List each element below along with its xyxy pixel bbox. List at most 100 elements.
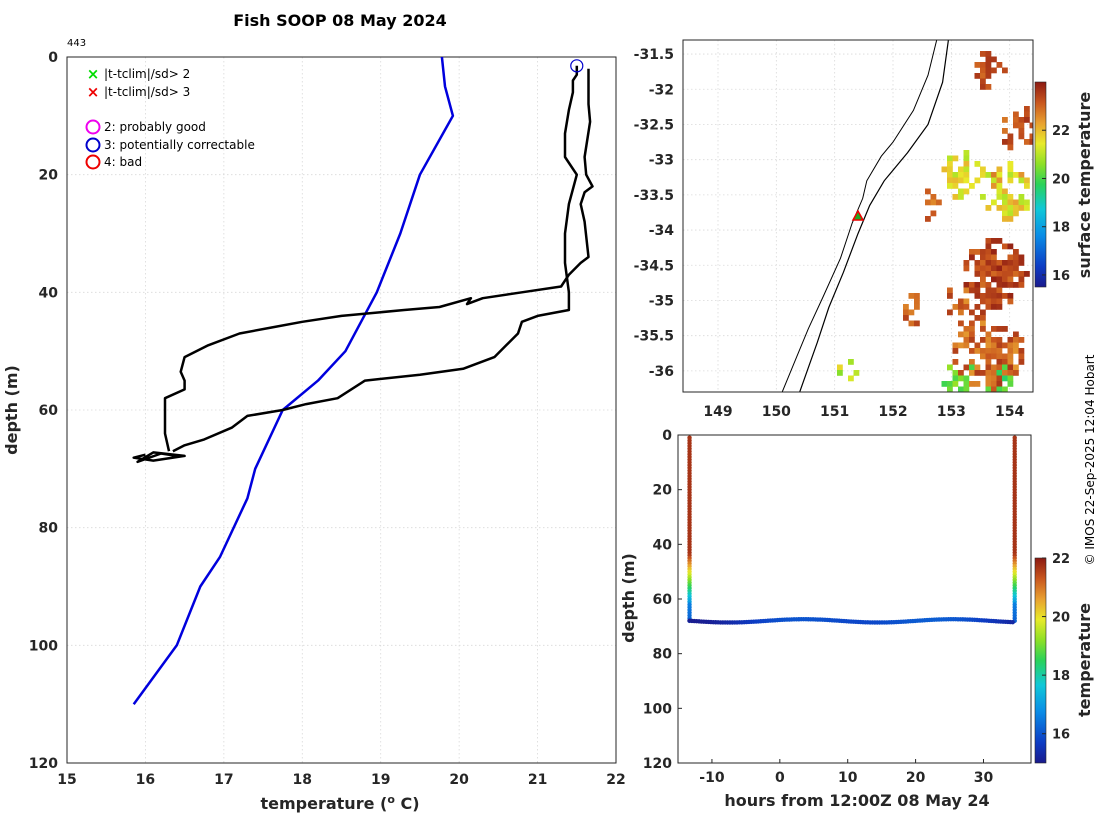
sst-cell	[991, 271, 997, 277]
sst-cell	[1024, 111, 1030, 118]
sst-cell	[1024, 199, 1030, 206]
circle-icon	[85, 137, 101, 153]
sst-cell	[963, 177, 970, 184]
sst-cell	[985, 337, 992, 343]
profile-ylabel: depth (m)	[2, 365, 21, 455]
sst-cell	[952, 172, 959, 178]
sst-cell	[974, 293, 981, 299]
sst-cell	[947, 166, 953, 173]
map-chart: 149 150 151 152 153 154 -31.5 -32 -32.5 -33 -33.5…	[634, 39, 1094, 420]
sst-cell	[837, 370, 843, 376]
sst-cell	[974, 348, 981, 354]
map-x-tick-label: 152	[878, 404, 907, 420]
sst-cell	[974, 161, 981, 167]
ts-y-tick-label: 40	[653, 537, 673, 553]
sst-cell	[980, 271, 986, 277]
sst-cell	[974, 265, 981, 272]
sst-cell	[991, 172, 997, 178]
sst-cell	[985, 260, 992, 266]
sst-cell	[969, 364, 975, 371]
timeseries-x-ticks: -10 0 10 20 30	[699, 759, 993, 786]
sst-cell	[947, 293, 953, 299]
sst-cell	[952, 359, 959, 365]
sst-cell	[1018, 177, 1025, 184]
sst-cell	[1018, 254, 1025, 261]
sst-cell	[969, 326, 975, 332]
sst-cell	[991, 304, 997, 310]
sst-cell	[1018, 133, 1025, 140]
sst-cell	[985, 381, 992, 387]
qc-marker-correctable	[570, 59, 584, 73]
ts-y-tick-label: 20	[653, 483, 673, 499]
ts-y-tick-label: 0	[662, 428, 672, 444]
sst-cell	[974, 287, 981, 294]
y-tick-label: 20	[39, 168, 59, 184]
sst-cell	[963, 381, 970, 387]
sst-cell	[996, 359, 1003, 365]
sst-cell	[1002, 243, 1008, 250]
map-y-tick-label: -32	[649, 82, 674, 98]
sst-cell	[958, 194, 964, 200]
sst-cell	[914, 304, 920, 310]
timeseries-y-ticks: 0 20 40 60 80 100 120	[643, 428, 682, 772]
sst-cell	[963, 326, 970, 332]
x-tick-label: 22	[606, 772, 625, 788]
map-y-tick-label: -31.5	[634, 47, 674, 63]
sst-cell	[1007, 276, 1014, 283]
map-y-tick-label: -32.5	[634, 117, 674, 133]
sst-cell	[1002, 370, 1008, 376]
sst-cell	[947, 183, 953, 189]
sst-cell	[996, 386, 1003, 392]
sst-cell	[1018, 348, 1025, 354]
sst-cell	[974, 370, 981, 376]
cross-icon: ×	[87, 65, 100, 83]
sst-cell	[996, 348, 1003, 354]
sst-cell	[1007, 210, 1014, 217]
sst-cell	[1013, 111, 1019, 118]
sst-cell	[974, 62, 981, 68]
sst-cell	[908, 309, 915, 316]
sst-cell	[963, 287, 970, 294]
sst-cell	[952, 155, 959, 162]
sst-cell	[974, 364, 981, 371]
timeseries-axes-box	[677, 434, 1032, 764]
map-y-tick-label: -33.5	[634, 188, 674, 204]
sst-cell	[1002, 260, 1008, 266]
sst-cell	[1007, 166, 1014, 173]
sst-cell	[1002, 359, 1008, 365]
timeseries-xlabel: hours from 12:00Z 08 May 24	[724, 791, 989, 810]
sst-cell	[1002, 276, 1008, 283]
sst-cell	[958, 304, 964, 310]
sst-cell	[1007, 337, 1014, 343]
series-line-climatology	[132, 57, 455, 705]
sst-cell	[991, 337, 997, 343]
sst-cell	[969, 183, 975, 189]
sst-cell	[914, 320, 920, 327]
sst-cell	[925, 216, 931, 222]
sst-cell	[985, 249, 992, 255]
sst-cell	[963, 161, 970, 167]
sst-cell	[1018, 122, 1025, 129]
sst-cell	[963, 342, 970, 349]
sst-cell	[969, 381, 975, 387]
sst-cell	[1018, 194, 1025, 200]
sst-cell	[952, 304, 959, 310]
sst-cell	[947, 309, 953, 316]
sst-cell	[991, 293, 997, 299]
ts-y-tick-label: 60	[653, 592, 673, 608]
imos-credit: © IMOS 22-Sep-2025 12:04 Hobart	[1083, 354, 1097, 565]
sst-cell	[980, 265, 986, 272]
legend-flag-3-label: |t-tclim|/sd> 3	[104, 85, 190, 99]
sst-cell	[974, 282, 981, 288]
sst-cell	[908, 293, 915, 299]
sst-cell	[1018, 172, 1025, 178]
series-line-descent	[163, 68, 594, 452]
sst-cell	[963, 364, 970, 371]
sst-cell	[996, 194, 1003, 200]
sst-cell	[985, 370, 992, 376]
ts-dot	[1010, 619, 1015, 625]
map-colorbar-ticks: 16 18 20 22	[1042, 124, 1070, 284]
sst-cell	[1007, 139, 1014, 145]
sst-cell	[1013, 172, 1019, 178]
